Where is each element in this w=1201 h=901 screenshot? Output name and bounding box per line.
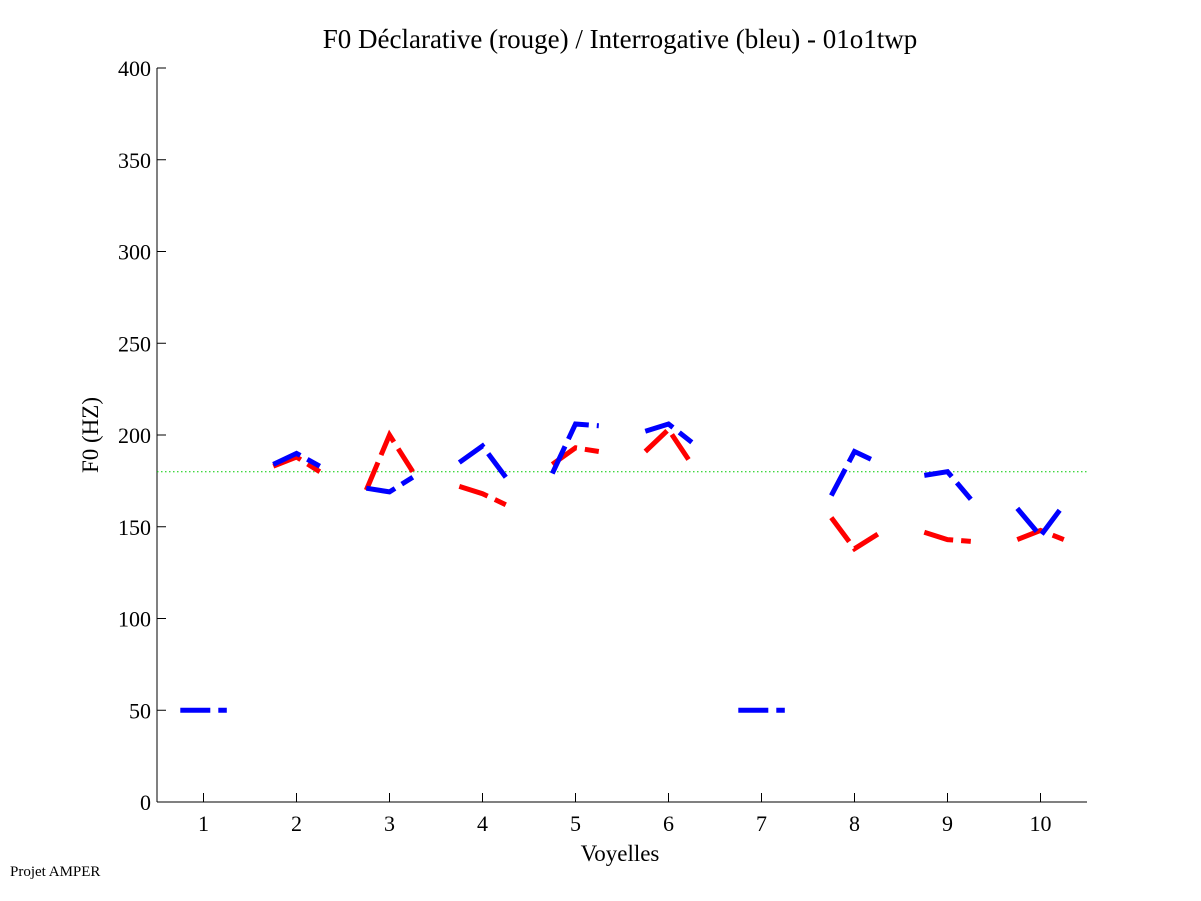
f0-contour-vowel-10 (1015, 503, 1066, 540)
x-tick-label: 8 (849, 811, 860, 836)
y-axis-label: F0 (HZ) (78, 397, 103, 473)
f0-contour-vowel-2 (272, 450, 322, 469)
f0-contour-vowel-6 (643, 425, 694, 466)
y-tick-label: 250 (118, 331, 151, 356)
footer-credit: Projet AMPER (10, 864, 101, 880)
chart-title: F0 Déclarative (rouge) / Interrogative (… (323, 24, 918, 54)
x-tick-label: 10 (1030, 811, 1052, 836)
x-tick-label: 1 (198, 811, 209, 836)
f0-contour-vowel-10 (1016, 527, 1065, 542)
f0-contour-vowel-9 (923, 469, 973, 501)
y-tick-label: 50 (129, 698, 151, 723)
x-tick-label: 6 (663, 811, 674, 836)
f0-contour-vowel-8 (829, 448, 879, 497)
y-tick-label: 350 (118, 148, 151, 173)
series-layer (180, 421, 1066, 713)
y-tick-label: 100 (118, 607, 151, 632)
axes: 0 50 100 150 200 250 300 350 400 1 2 3 4 5 6 7 8 9 10 (118, 56, 1087, 836)
x-axis-label: Voyelles (581, 841, 660, 866)
f0-contour-vowel-3 (363, 429, 415, 492)
x-tick-label: 2 (291, 811, 302, 836)
f0-contour-vowel-4 (458, 484, 507, 507)
f0-contour-vowel-6 (644, 421, 694, 445)
series-interrogative (180, 421, 1066, 713)
x-tick-label: 7 (756, 811, 767, 836)
f0-contour-vowel-4 (457, 442, 508, 479)
f0-contour-vowel-3 (365, 475, 415, 495)
f0-contour-vowel-5 (550, 421, 599, 475)
y-tick-label: 300 (118, 240, 151, 265)
y-tick-label: 200 (118, 423, 151, 448)
f0-contour-vowel-9 (923, 529, 971, 544)
x-tick-label: 9 (942, 811, 953, 836)
y-tick-label: 400 (118, 56, 151, 81)
f0-contour-vowel-8 (829, 516, 880, 553)
x-tick-label: 4 (477, 811, 488, 836)
x-tick-label: 3 (384, 811, 395, 836)
y-tick-label: 0 (140, 790, 151, 815)
y-tick-label: 150 (118, 515, 151, 540)
x-tick-label: 5 (570, 811, 581, 836)
